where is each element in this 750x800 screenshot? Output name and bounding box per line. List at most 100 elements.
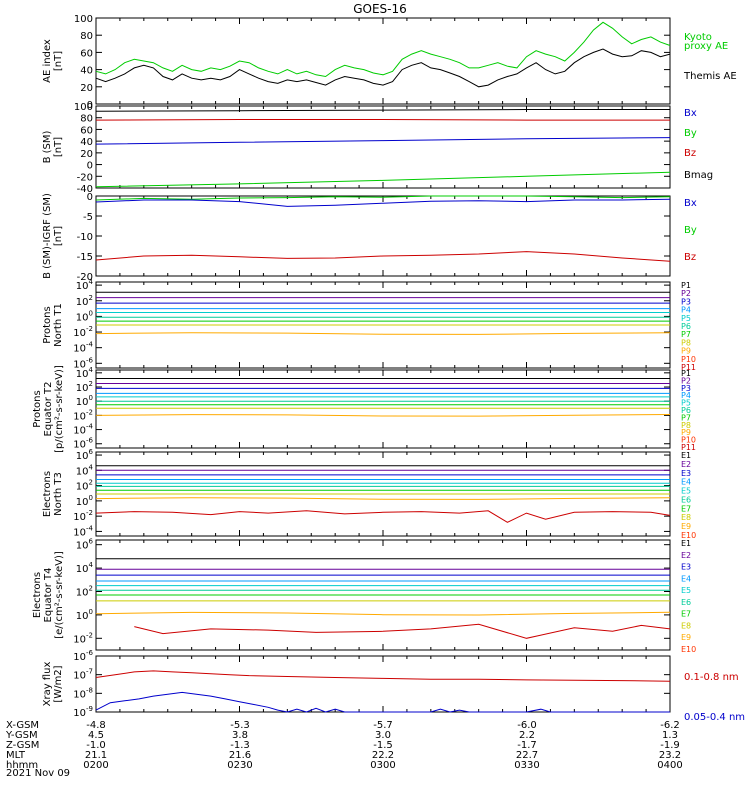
legend-label: P9 (681, 428, 691, 437)
y-axis-label: Equator T2 (43, 382, 54, 437)
x-axis-row-label: hhmm (6, 760, 38, 771)
y-tick-exponent: 0 (89, 394, 93, 402)
y-tick-label: -10 (77, 232, 93, 243)
x-axis-value: 21.1 (85, 750, 107, 761)
y-axis-label: [nT] (53, 137, 64, 157)
date-label: 2021 Nov 09 (6, 768, 70, 779)
legend-label: P3 (681, 297, 691, 306)
y-axis-label: Protons (32, 390, 43, 427)
y-axis-label: [p/(cm²-s-sr-keV)] (54, 365, 65, 453)
panel-frame (95, 17, 671, 105)
legend-label: Bz (684, 252, 696, 263)
y-tick-label: 104 (76, 366, 94, 380)
y-tick-exponent: -2 (86, 631, 93, 639)
y-tick-label: 10-4 (73, 524, 93, 538)
y-tick-exponent: 4 (89, 463, 94, 471)
legend-label: Bx (684, 108, 697, 119)
y-tick-label: 104 (76, 278, 94, 292)
panel-frame (95, 195, 671, 277)
y-axis-label: B (SM) (42, 130, 53, 163)
legend-label: P6 (681, 406, 691, 415)
y-tick-exponent: -2 (86, 408, 93, 416)
x-axis-value: 21.6 (229, 750, 251, 761)
series-line-0 (95, 109, 670, 112)
legend-label: P3 (681, 384, 691, 393)
y-tick-exponent: 6 (89, 448, 94, 456)
x-axis-value: 3.0 (375, 730, 391, 741)
y-tick-label: 60 (80, 125, 93, 136)
y-tick-exponent: 0 (89, 494, 93, 502)
y-tick-label: 10-9 (73, 705, 93, 719)
x-axis-value: -1.0 (86, 740, 106, 751)
x-axis-value: -6.2 (660, 720, 680, 731)
x-axis-value: -5.3 (230, 720, 250, 731)
y-tick-label: 102 (76, 479, 93, 493)
x-axis-value: 3.8 (232, 730, 248, 741)
legend-label: E8 (681, 513, 691, 522)
y-tick-label: -5 (83, 212, 93, 223)
y-tick-label: -20 (77, 172, 93, 183)
panel-frame (95, 655, 671, 713)
y-tick-label: 10-8 (73, 686, 93, 700)
legend-label: E6 (681, 598, 691, 607)
y-tick-exponent: 6 (89, 538, 94, 546)
plot-title: GOES-16 (353, 2, 407, 16)
y-tick-label: -15 (77, 252, 93, 263)
y-axis-label: [nT] (53, 51, 64, 71)
y-tick-exponent: -8 (86, 686, 93, 694)
y-axis-label: [W/m2] (53, 665, 64, 702)
y-tick-label: 10-2 (73, 509, 93, 523)
x-axis-value: 22.2 (372, 750, 394, 761)
legend-label: P1 (681, 369, 691, 378)
y-axis-label: B (SM)-IGRF (SM) (42, 193, 53, 279)
legend-label: E1 (681, 451, 691, 460)
y-tick-exponent: 0 (89, 309, 93, 317)
legend-label: P10 (681, 436, 696, 445)
series-line-0 (95, 21, 671, 78)
y-tick-exponent: -6 (86, 649, 94, 657)
legend-label: P2 (681, 289, 691, 298)
series-line-1 (95, 48, 671, 88)
legend-label: E1 (681, 539, 691, 548)
legend-label: E5 (681, 586, 691, 595)
x-axis-value: -4.8 (86, 720, 106, 731)
legend-label: P2 (681, 376, 691, 385)
x-axis-value: -1.3 (230, 740, 250, 751)
y-tick-label: 10-2 (73, 631, 93, 645)
x-axis-value: 0230 (227, 760, 252, 771)
y-tick-label: 10-7 (73, 668, 93, 682)
x-axis-value: 0200 (83, 760, 108, 771)
legend-label: P9 (681, 347, 691, 356)
y-tick-label: -20 (77, 272, 93, 283)
y-tick-exponent: -6 (86, 356, 94, 364)
x-axis-value: 0330 (514, 760, 539, 771)
legend-label: E7 (681, 504, 691, 513)
x-axis-row-label: MLT (6, 750, 26, 761)
y-tick-label: 10-2 (73, 408, 93, 422)
legend-label: E4 (681, 478, 691, 487)
y-tick-label: 10-4 (73, 423, 93, 437)
series-line-8 (95, 414, 671, 417)
y-axis-label: Electrons (42, 471, 53, 517)
y-axis-label: [nT] (53, 226, 64, 246)
x-axis-value: 0300 (370, 760, 395, 771)
legend-label: P10 (681, 355, 696, 364)
x-axis-value: -1.9 (660, 740, 680, 751)
y-tick-label: 100 (76, 394, 93, 408)
series-line-8 (95, 332, 671, 335)
y-tick-label: 100 (76, 309, 93, 323)
y-tick-label: 102 (76, 584, 93, 598)
legend-label: E4 (681, 574, 691, 583)
y-tick-label: 104 (76, 561, 94, 575)
series-line-1 (95, 198, 671, 207)
legend-label: E7 (681, 610, 691, 619)
legend-label: proxy AE (684, 41, 728, 52)
panel-frame (95, 105, 671, 189)
y-tick-exponent: -9 (86, 705, 93, 713)
legend-label: E3 (681, 563, 691, 572)
y-tick-exponent: -2 (86, 509, 93, 517)
